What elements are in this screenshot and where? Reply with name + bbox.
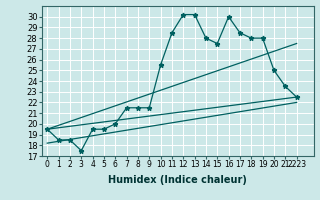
X-axis label: Humidex (Indice chaleur): Humidex (Indice chaleur) (108, 175, 247, 185)
